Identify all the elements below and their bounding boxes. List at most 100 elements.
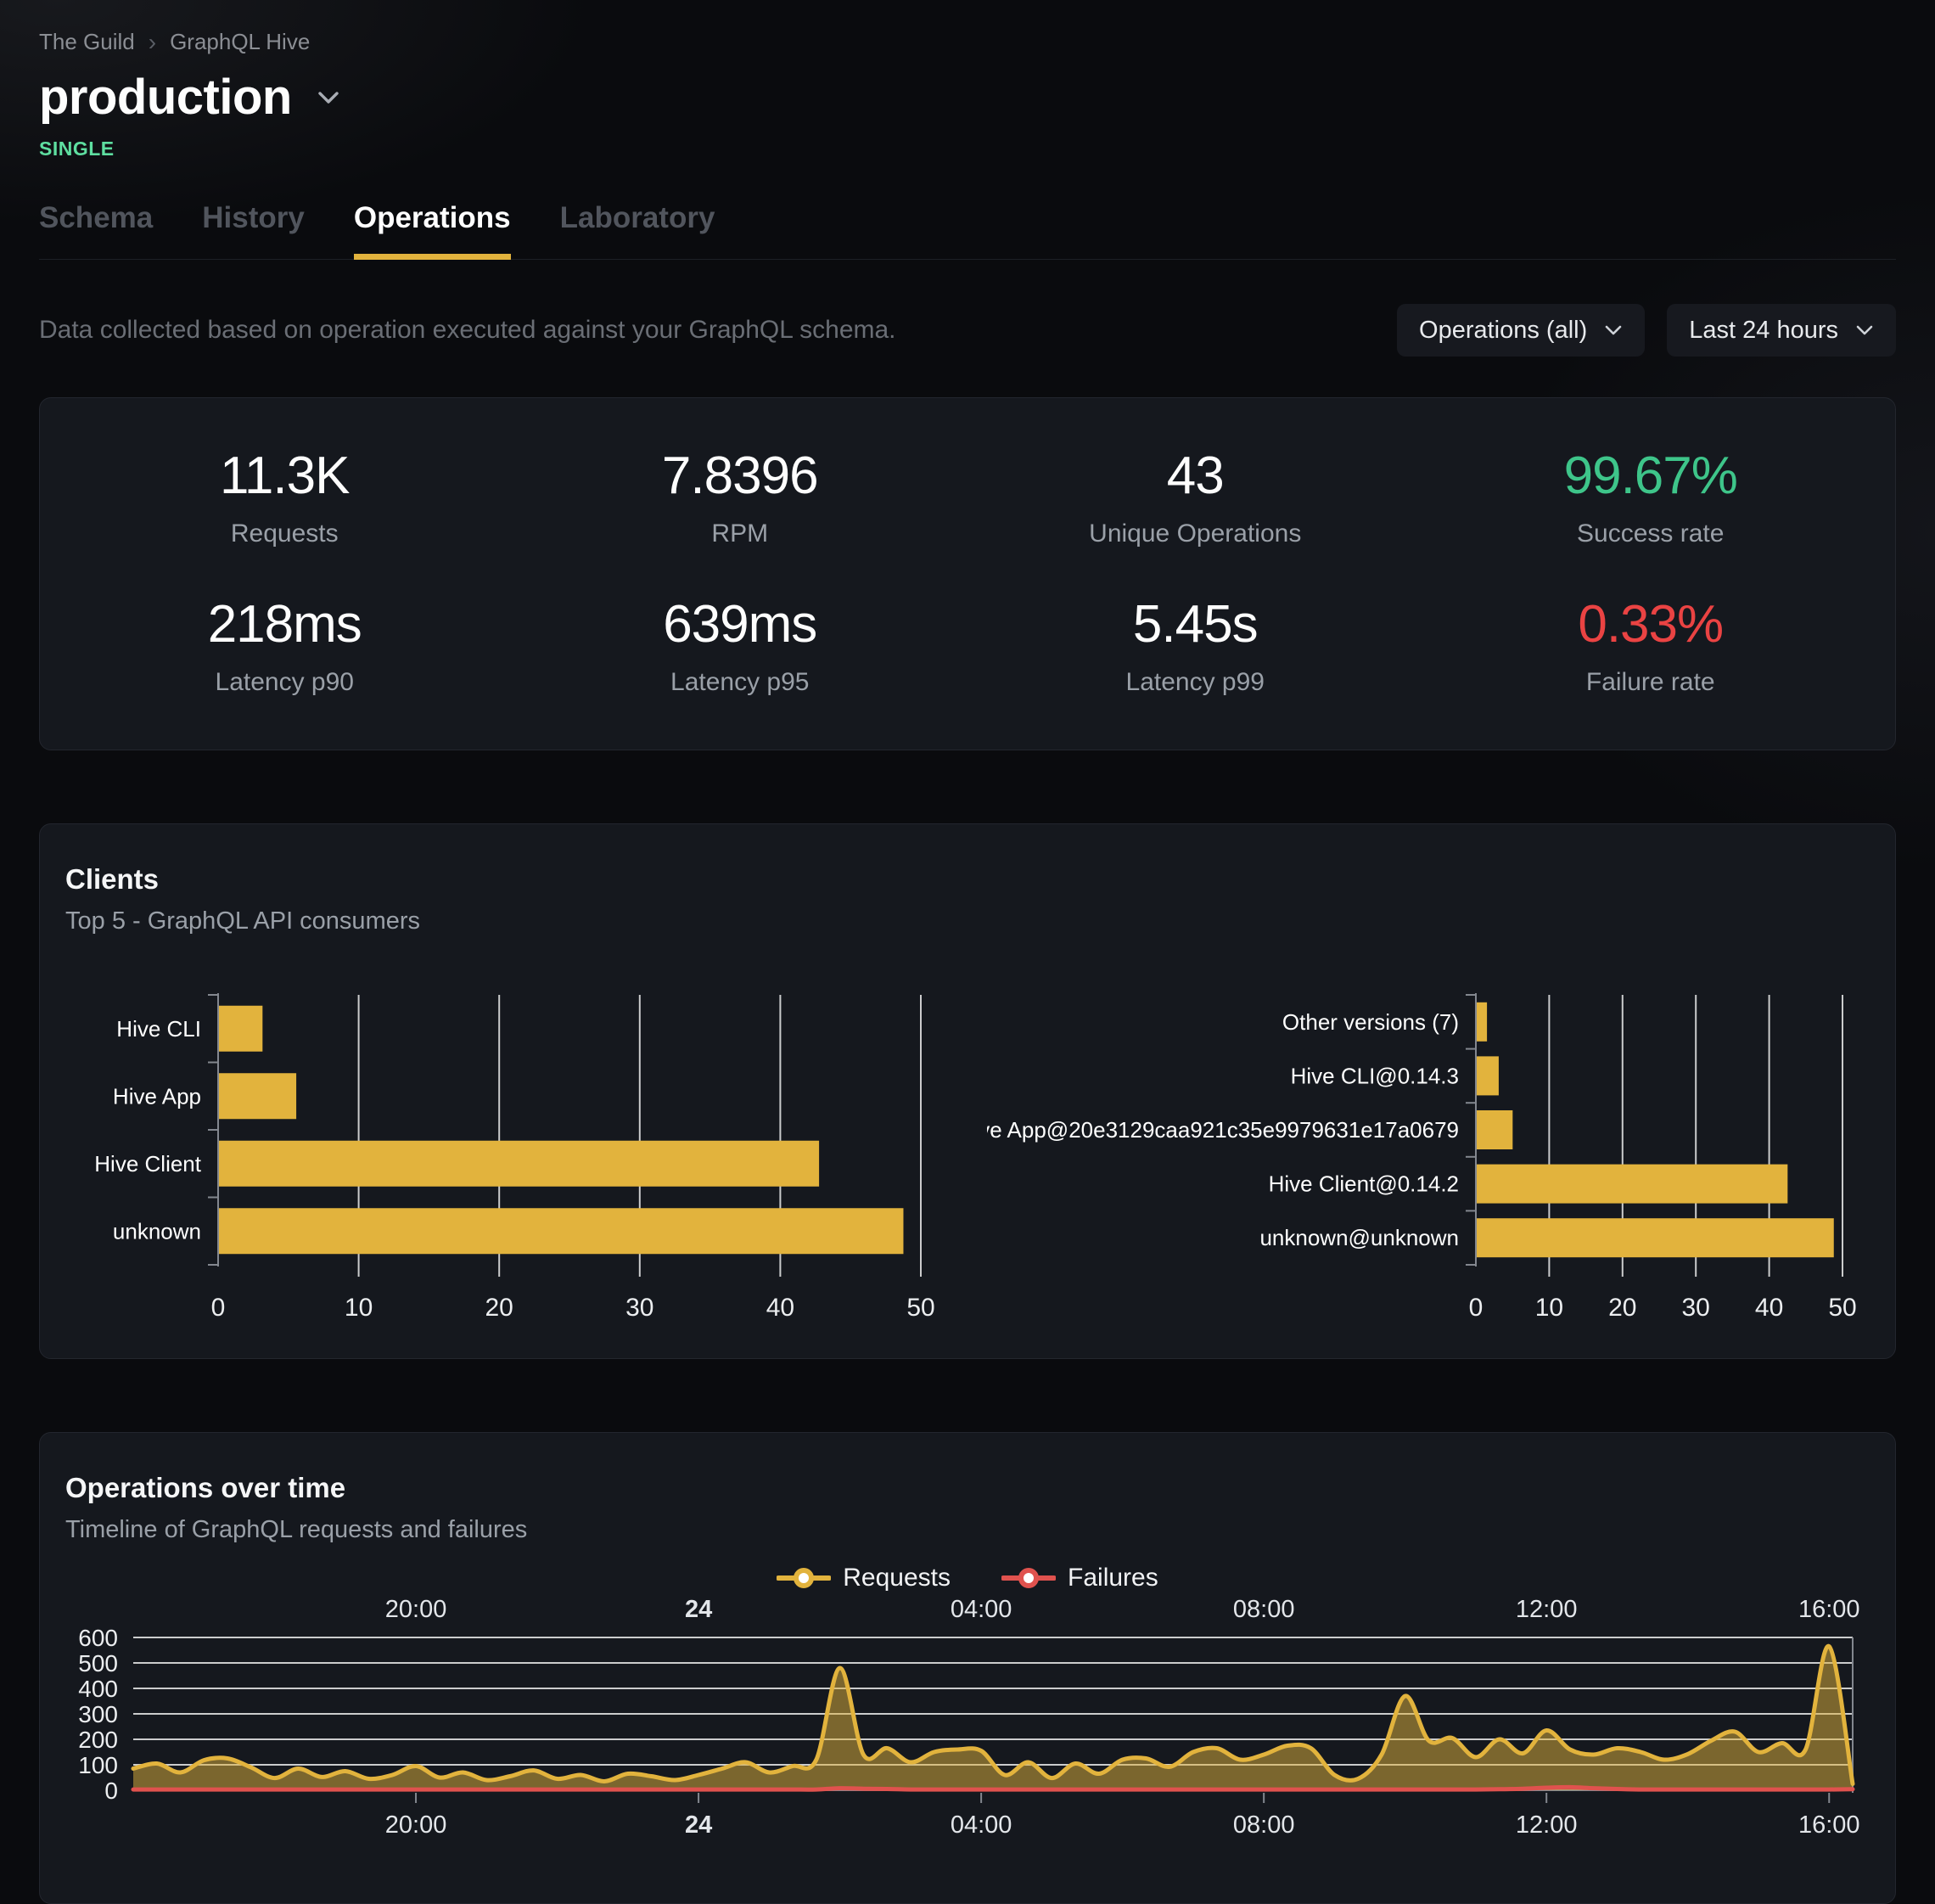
stats-grid: 11.3K Requests 7.8396 RPM 43 Unique Oper…	[57, 446, 1878, 697]
x-tick-label: 40	[1755, 1294, 1783, 1322]
bar-1	[219, 1073, 297, 1120]
description-text: Data collected based on operation execut…	[39, 316, 896, 344]
legend-marker-icon	[1001, 1568, 1057, 1588]
x-tick-label: 10	[1535, 1294, 1563, 1322]
x-tick-label: 0	[1469, 1294, 1484, 1322]
stats-summary-card: 11.3K Requests 7.8396 RPM 43 Unique Oper…	[39, 397, 1896, 750]
category-label: unknown	[113, 1218, 201, 1244]
category-label: Hive App@20e3129caa921c35e9979631e17a067…	[987, 1117, 1459, 1143]
project-switcher-button[interactable]	[316, 89, 341, 106]
legend-label: Failures	[1068, 1564, 1158, 1592]
bar-3	[1477, 1164, 1788, 1204]
stat-value: 218ms	[207, 595, 362, 654]
x-tick-label: 30	[625, 1294, 653, 1322]
stat-cell: 218ms Latency p90	[57, 594, 513, 697]
timeline-card-subtitle: Timeline of GraphQL requests and failure…	[65, 1516, 528, 1543]
filter-buttons: Operations (all) Last 24 hours	[1397, 304, 1896, 357]
bar-1	[1477, 1056, 1499, 1096]
x-tick-label: 20	[485, 1294, 513, 1322]
tab-laboratory[interactable]: Laboratory	[559, 201, 715, 234]
clients-by-name-chart: Hive CLI Hive App Hive Client unknown 0 10 20 3…	[94, 993, 935, 1322]
x-tick-label: 50	[1828, 1294, 1856, 1322]
stat-label: Requests	[230, 520, 339, 548]
bar-0	[219, 1005, 263, 1052]
clients-card-title: Clients	[65, 863, 160, 895]
stat-cell: 7.8396 RPM	[513, 446, 968, 548]
stat-cell: 0.33% Failure rate	[1423, 594, 1879, 697]
y-tick-label: 400	[78, 1676, 118, 1702]
stat-label: RPM	[711, 520, 769, 548]
stat-value: 99.67%	[1563, 447, 1738, 505]
bar-4	[1477, 1218, 1834, 1258]
x-tick-label-top: 08:00	[1233, 1596, 1295, 1623]
area-requests	[133, 1646, 1853, 1790]
category-label: unknown@unknown	[1259, 1225, 1459, 1250]
stat-value: 7.8396	[661, 447, 819, 505]
tab-operations[interactable]: Operations	[353, 201, 511, 260]
timeline-card-title: Operations over time	[65, 1472, 346, 1503]
x-tick-label-top: 20:00	[385, 1596, 447, 1623]
stat-label: Latency p90	[215, 668, 354, 696]
breadcrumb-item-the-guild[interactable]: The Guild	[39, 29, 135, 54]
stat-cell: 11.3K Requests	[57, 446, 513, 548]
x-tick-label: 30	[1682, 1294, 1710, 1322]
x-tick-label-top: 12:00	[1516, 1596, 1578, 1623]
y-tick-label: 300	[78, 1701, 118, 1727]
category-label: Hive Client	[94, 1151, 201, 1177]
breadcrumb-item-graphql-hive[interactable]: GraphQL Hive	[170, 29, 311, 54]
operations-over-time-card: Operations over time Timeline of GraphQL…	[39, 1432, 1896, 1904]
bar-0	[1477, 1002, 1488, 1042]
x-tick-label: 0	[211, 1294, 226, 1322]
page-header: The Guild › GraphQL Hive production SINGLE…	[39, 0, 1896, 260]
stat-value: 43	[1166, 447, 1225, 505]
tab-schema[interactable]: Schema	[39, 201, 154, 234]
stat-label: Latency p99	[1125, 668, 1265, 696]
clients-card: Clients Top 5 - GraphQL API consumers Hi…	[39, 823, 1896, 1359]
bar-3	[219, 1208, 904, 1255]
main-content: Data collected based on operation execut…	[39, 304, 1896, 1904]
time-range-dropdown[interactable]: Last 24 hours	[1667, 304, 1896, 357]
x-tick-label-top: 04:00	[951, 1596, 1012, 1623]
x-tick-label-top: 16:00	[1798, 1596, 1860, 1623]
category-label: Hive App	[113, 1083, 201, 1109]
category-label: Hive CLI@0.14.3	[1291, 1063, 1459, 1088]
x-tick-label-bottom: 08:00	[1233, 1811, 1295, 1839]
category-label: Hive CLI	[116, 1016, 201, 1042]
bar-2	[1477, 1110, 1513, 1149]
breadcrumb: The Guild › GraphQL Hive	[39, 0, 1896, 55]
x-tick-label-top: 24	[685, 1596, 712, 1623]
x-tick-label: 40	[766, 1294, 794, 1322]
x-tick-label-bottom: 20:00	[385, 1811, 447, 1839]
tab-bar: Schema History Operations Laboratory	[39, 201, 1896, 260]
stat-cell: 5.45s Latency p99	[968, 594, 1423, 697]
stat-cell: 43 Unique Operations	[968, 446, 1423, 548]
x-tick-label-bottom: 24	[685, 1811, 712, 1839]
tab-history[interactable]: History	[202, 201, 305, 234]
stat-label: Unique Operations	[1089, 520, 1302, 548]
page-title: production	[39, 70, 292, 125]
title-row: production	[39, 69, 1896, 126]
stat-value: 5.45s	[1132, 595, 1259, 654]
chevron-down-icon	[1605, 325, 1622, 335]
legend-item-requests[interactable]: Requests	[777, 1564, 951, 1592]
chart-legend: Requests Failures	[65, 1561, 1870, 1595]
legend-item-failures[interactable]: Failures	[1001, 1564, 1158, 1592]
chevron-down-icon	[318, 91, 339, 104]
legend-label: Requests	[843, 1564, 951, 1592]
y-tick-label: 200	[78, 1727, 118, 1753]
stat-label: Success rate	[1577, 520, 1725, 548]
x-tick-label-bottom: 16:00	[1798, 1811, 1860, 1839]
y-tick-label: 500	[78, 1650, 118, 1677]
x-tick-label-bottom: 12:00	[1516, 1811, 1578, 1839]
line-requests	[131, 1643, 1855, 1786]
operations-filter-dropdown[interactable]: Operations (all)	[1397, 304, 1646, 357]
category-label: Other versions (7)	[1282, 1009, 1459, 1035]
operations-filter-label: Operations (all)	[1419, 316, 1588, 344]
stat-label: Latency p95	[670, 668, 810, 696]
x-tick-label: 20	[1608, 1294, 1636, 1322]
y-tick-label: 100	[78, 1752, 118, 1778]
stat-label: Failure rate	[1585, 668, 1715, 696]
bar-2	[219, 1140, 820, 1187]
